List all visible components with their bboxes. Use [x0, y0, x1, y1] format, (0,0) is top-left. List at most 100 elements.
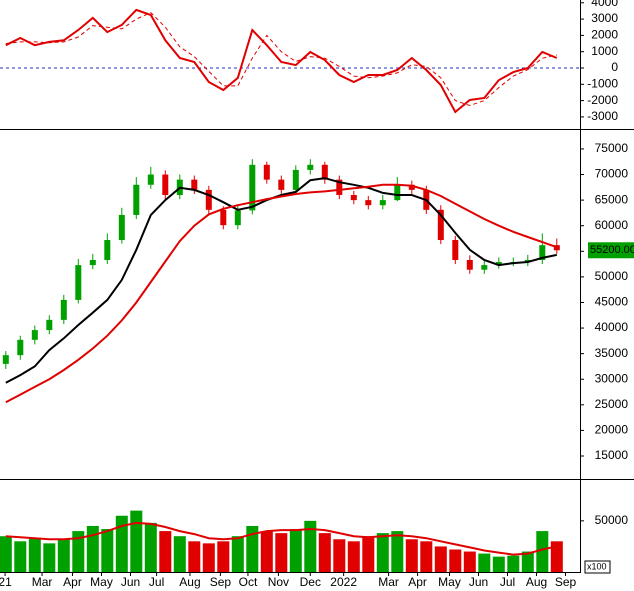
volume-bar [492, 556, 505, 572]
line-series [5, 177, 558, 384]
candle-body [350, 194, 357, 201]
y-tick-label: 3000 [591, 11, 618, 25]
x-tick-label: Jun [121, 575, 140, 589]
volume-bar [449, 549, 462, 572]
x-tick-label: Nov [268, 575, 289, 589]
y-tick-label: 45000 [595, 295, 629, 309]
unit-box [584, 560, 611, 574]
candle-body [307, 164, 314, 170]
volume-bar [536, 531, 549, 572]
y-tick-label: 15000 [595, 448, 629, 462]
volume-bar [275, 533, 288, 572]
candle-body [539, 245, 546, 260]
candle-body [234, 210, 241, 226]
line-series [5, 183, 558, 404]
candle-body [249, 164, 256, 211]
candle-body [452, 240, 459, 260]
candle-body [437, 209, 444, 241]
volume-bar [478, 553, 491, 572]
volume-bar [0, 536, 12, 572]
line-series [5, 521, 558, 556]
volume-bar [507, 555, 520, 572]
x-tick-label: Aug [179, 575, 200, 589]
x-tick-label: 2022 [330, 575, 357, 589]
last-price-label: 55200.00 [590, 244, 634, 256]
candle-body [104, 240, 111, 260]
volume-bar [376, 533, 389, 572]
x-tick-label: 21 [0, 575, 12, 589]
x-tick-label: Oct [239, 575, 258, 589]
volume-bar [289, 529, 302, 572]
y-tick-label: 4000 [591, 0, 618, 9]
volume-bar [246, 525, 259, 572]
candle-body [278, 179, 285, 190]
candle-body [60, 299, 67, 320]
candle-body [191, 179, 198, 190]
x-tick-label: Sep [210, 575, 232, 589]
x-tick-label: Jun [469, 575, 488, 589]
volume-bar [115, 515, 128, 572]
candle-body [553, 245, 560, 251]
volume-bar [217, 541, 230, 572]
y-tick-label: 75000 [595, 141, 629, 155]
volume-bar [231, 536, 244, 572]
volume-bar [28, 538, 41, 572]
volume-bar [391, 531, 404, 572]
candle-body [263, 164, 270, 180]
x-tick-label: Apr [63, 575, 82, 589]
candle-body [466, 259, 473, 270]
volume-bar [14, 541, 27, 572]
y-tick-label: 30000 [595, 371, 629, 385]
y-tick-label: 35000 [595, 346, 629, 360]
candle-body [118, 214, 125, 241]
x-tick-label: Sep [555, 575, 577, 589]
candle-body [220, 209, 227, 226]
x-tick-label: Apr [408, 575, 427, 589]
candle-body [46, 319, 53, 331]
volume-bar [318, 533, 331, 572]
y-tick-label: -3000 [587, 109, 618, 123]
volume-bar [260, 531, 273, 572]
x-tick-label: Dec [300, 575, 321, 589]
y-tick-label: 25000 [595, 397, 629, 411]
x-tick-label: Aug [526, 575, 547, 589]
volume-bar [57, 539, 70, 572]
candle-body [321, 164, 328, 180]
candle-body [31, 330, 38, 340]
candle-body [17, 339, 24, 356]
candle-body [89, 259, 96, 266]
line-series [5, 12, 557, 107]
y-tick-label: 40000 [595, 320, 629, 334]
y-tick-label: 65000 [595, 192, 629, 206]
candle-body [379, 200, 386, 206]
volume-bar [188, 541, 201, 572]
volume-bar [405, 539, 418, 572]
x-tick-label: Mar [32, 575, 53, 589]
volume-bar [434, 546, 447, 572]
volume-bar [101, 529, 114, 572]
y-tick-label: 0 [611, 60, 618, 74]
y-tick-label: 2000 [591, 28, 618, 42]
y-tick-label: 20000 [595, 423, 629, 437]
volume-bar [521, 551, 534, 572]
last-price-box [588, 242, 634, 259]
volume-bar [347, 541, 360, 572]
volume-bar [362, 536, 375, 572]
y-tick-label: -1000 [587, 76, 618, 90]
y-tick-label: 70000 [595, 167, 629, 181]
x-tick-label: Jul [149, 575, 164, 589]
y-tick-label: 1000 [591, 44, 618, 58]
volume-bar [159, 531, 172, 572]
volume-bar [463, 551, 476, 572]
volume-bar [43, 543, 56, 572]
candle-body [162, 174, 169, 195]
candle-body [75, 265, 82, 300]
candle-body [365, 200, 372, 206]
y-tick-label: 50000 [595, 513, 629, 527]
volume-bar [144, 522, 157, 572]
volume-bar [86, 525, 99, 572]
volume-bar [72, 531, 85, 572]
line-series [5, 8, 558, 114]
